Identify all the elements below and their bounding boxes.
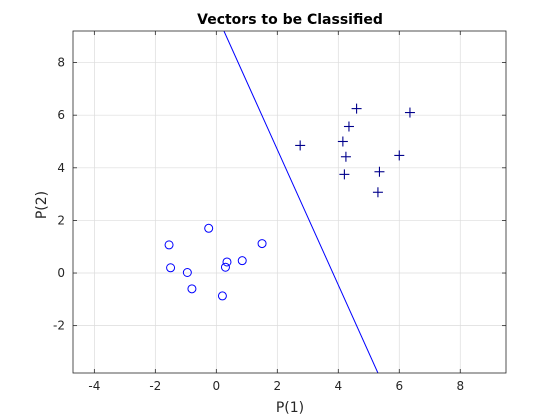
axes-box (72, 30, 507, 374)
x-tick-label: 2 (273, 379, 281, 393)
y-tick-label: 4 (57, 161, 65, 175)
circle-point (182, 268, 192, 278)
x-tick-label: -2 (149, 379, 161, 393)
decision-boundary-layer (223, 31, 379, 373)
plot-area (73, 31, 506, 373)
data-markers-layer (164, 103, 415, 301)
plus-point (339, 169, 350, 180)
x-tick-label: 4 (334, 379, 342, 393)
circle-point (164, 240, 174, 250)
circle-point (220, 262, 230, 272)
y-tick-label: 2 (57, 213, 65, 227)
y-tick-label: 8 (57, 56, 65, 70)
plus-point (337, 136, 348, 147)
plus-point (351, 103, 362, 114)
decision-boundary-line (223, 31, 379, 373)
tick-labels: -4 -2 0 2 4 6 8 -2 0 2 4 6 8 (53, 56, 464, 393)
circle-point (217, 291, 227, 301)
y-tick-label: 0 (57, 266, 65, 280)
circle-point (204, 223, 214, 233)
x-tick-label: 8 (456, 379, 464, 393)
plus-point (343, 121, 354, 132)
grid-lines (73, 31, 506, 373)
circle-point (257, 239, 267, 249)
axis-ticks (73, 31, 506, 373)
plus-point (374, 166, 385, 177)
y-tick-label: -2 (53, 319, 65, 333)
x-tick-label: 6 (395, 379, 403, 393)
plus-point (340, 151, 351, 162)
x-tick-label: 0 (212, 379, 220, 393)
plus-point (372, 187, 383, 198)
y-axis-label: P(2) (34, 191, 50, 219)
circle-point (187, 284, 197, 294)
plus-point (295, 140, 306, 151)
circle-point (237, 256, 247, 266)
circle-point (166, 263, 176, 273)
y-tick-label: 6 (57, 108, 65, 122)
x-tick-label: -4 (88, 379, 100, 393)
circle-point (222, 257, 232, 267)
chart-title: Vectors to be Classified (197, 12, 383, 28)
plus-point (404, 107, 415, 118)
x-axis-label: P(1) (276, 400, 304, 416)
plus-point (394, 150, 405, 161)
